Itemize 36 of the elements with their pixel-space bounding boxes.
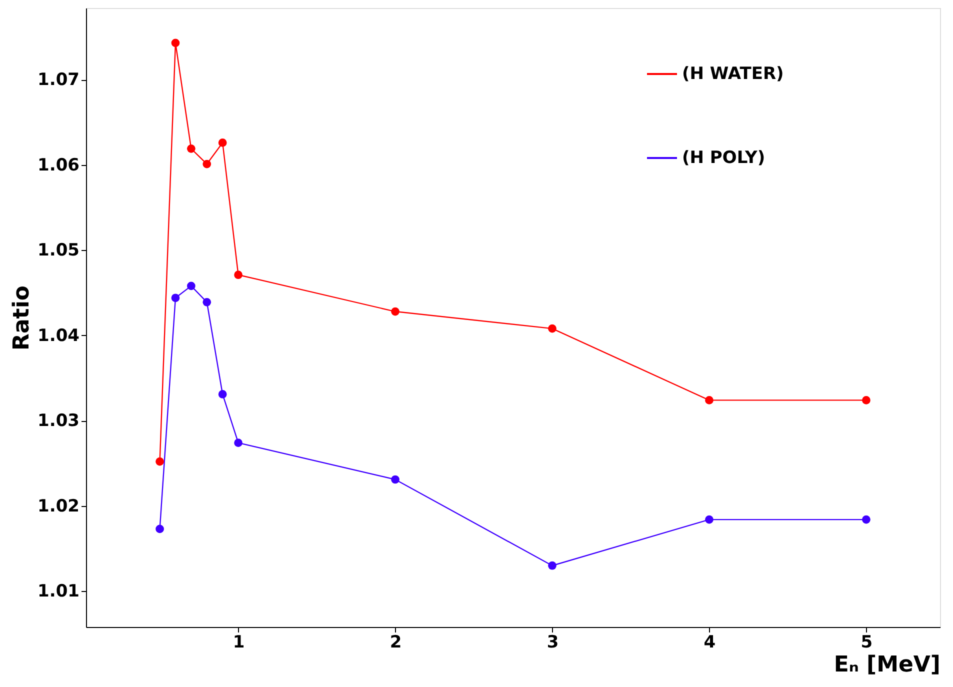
point bbox=[218, 390, 227, 398]
point bbox=[156, 457, 164, 466]
point bbox=[218, 138, 227, 147]
x-tick-label: 2 bbox=[390, 632, 402, 652]
point bbox=[862, 515, 870, 524]
point bbox=[186, 282, 196, 290]
point bbox=[202, 160, 212, 168]
point bbox=[705, 515, 714, 524]
y-tick-label: 1.03 bbox=[38, 411, 80, 432]
x-tick-label: 3 bbox=[546, 632, 559, 652]
point bbox=[156, 524, 164, 534]
point bbox=[548, 561, 556, 570]
y-tick-label: 1.02 bbox=[38, 496, 80, 516]
point bbox=[862, 396, 870, 404]
y-axis-title: Ratio bbox=[10, 286, 35, 350]
y-tick-label: 1.04 bbox=[38, 326, 80, 346]
point bbox=[202, 298, 212, 306]
y-tick-label: 1.07 bbox=[38, 70, 80, 90]
x-tick-label: 4 bbox=[704, 632, 716, 652]
point bbox=[391, 475, 400, 484]
point bbox=[171, 294, 180, 302]
point bbox=[186, 144, 196, 153]
point bbox=[705, 396, 714, 404]
x-axis-title: Eₙ [MeV] bbox=[834, 652, 940, 678]
point bbox=[391, 307, 400, 316]
x-tick-label: 1 bbox=[232, 632, 245, 652]
legend-label: (H WATER) bbox=[682, 64, 784, 84]
point bbox=[171, 38, 180, 48]
point bbox=[234, 270, 242, 280]
x-tick-label: 5 bbox=[860, 632, 873, 652]
point bbox=[234, 438, 242, 448]
y-tick-label: 1.05 bbox=[38, 240, 80, 261]
y-tick-label: 1.06 bbox=[38, 155, 80, 176]
y-tick-label: 1.01 bbox=[38, 582, 80, 602]
point bbox=[548, 324, 556, 333]
legend-label: (H POLY) bbox=[682, 148, 766, 168]
